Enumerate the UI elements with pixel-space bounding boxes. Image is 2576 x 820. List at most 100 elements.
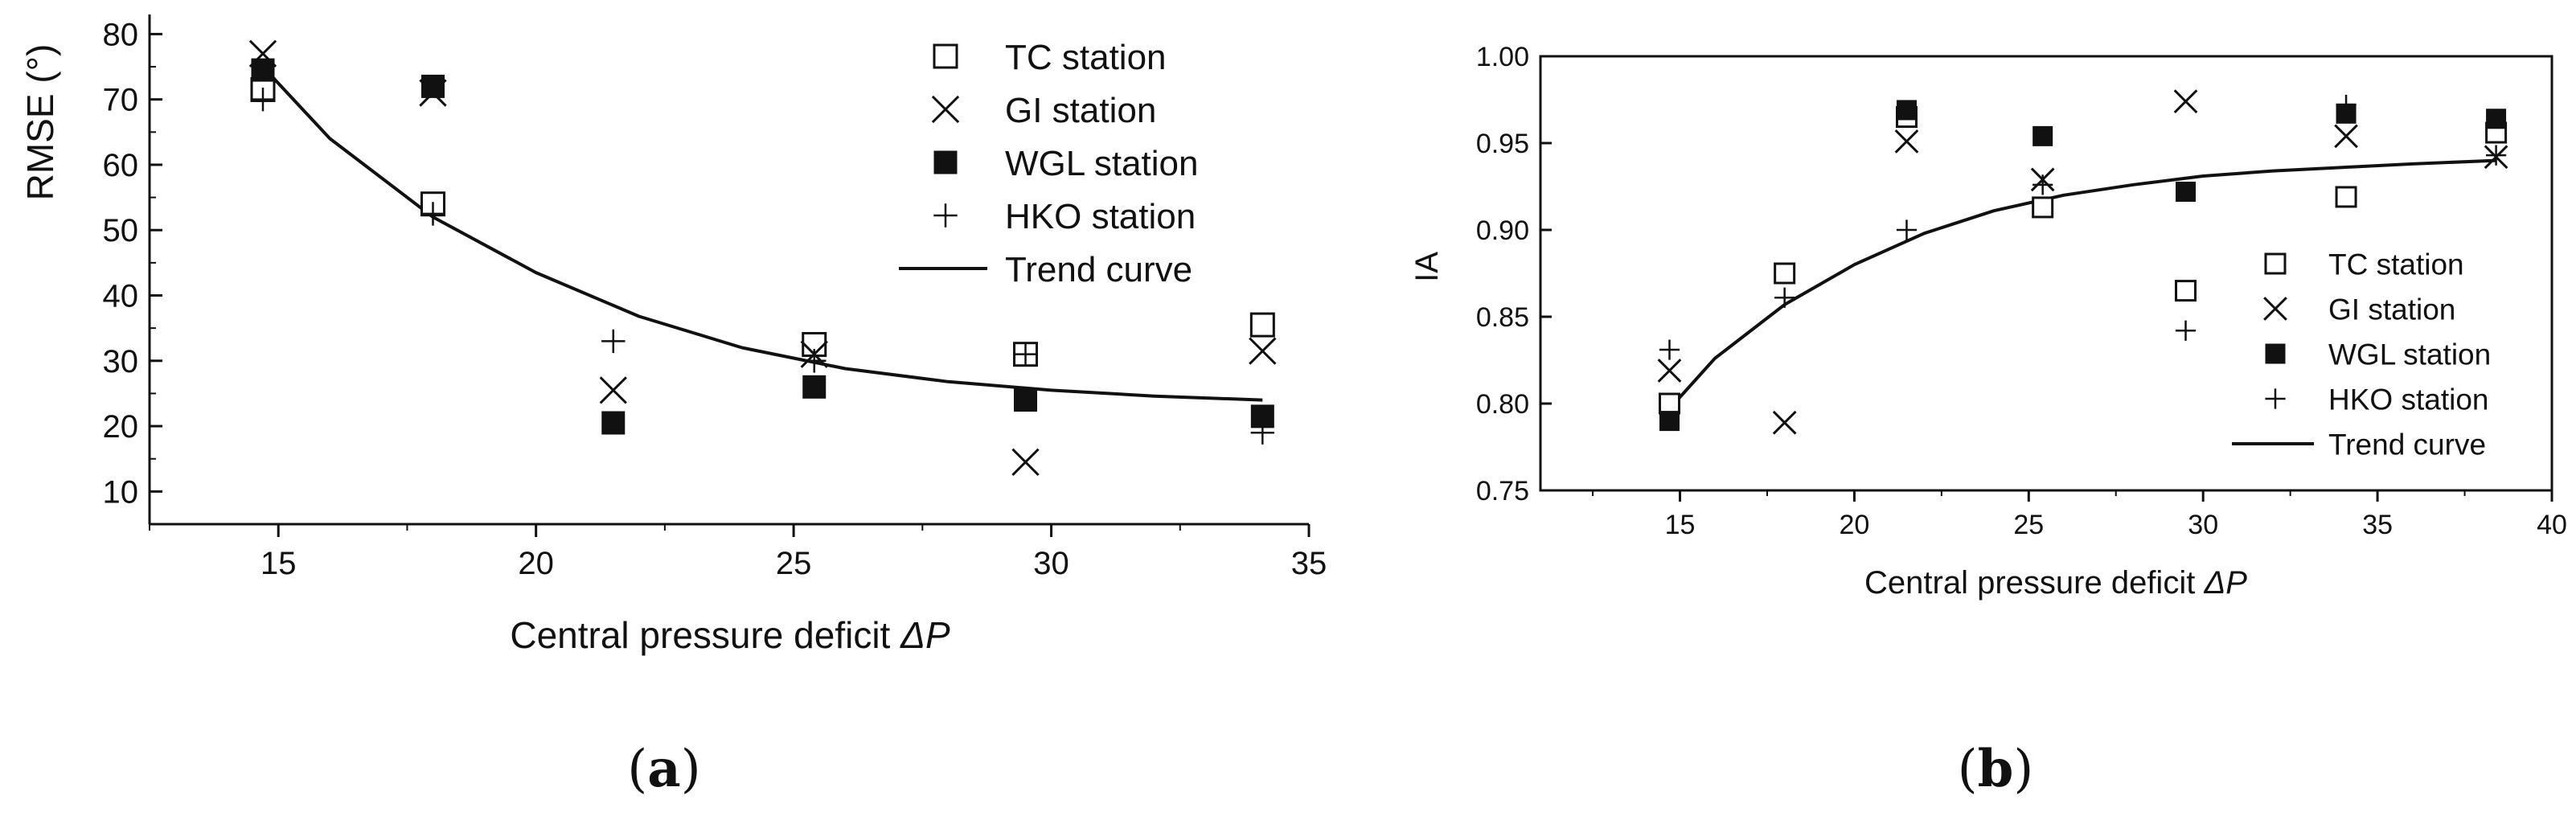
panel-a-caption-open: ( [627,740,647,799]
panel-b-legend-marker-wgl [2265,343,2286,364]
panel-a-point-gi [1249,337,1277,365]
panel-a-point-gi-shape [1249,337,1277,365]
panel-a-caption-close: ) [681,740,701,799]
panel-a-point-hko [601,329,626,354]
panel-b-point-hko-shape [2336,94,2357,116]
panel-a-legend-label-gi: GI station [1005,91,1156,130]
panel-b-x-axis-label: Central pressure deficit ΔP [1864,565,2247,601]
panel-a-x-axis-label-main: Central pressure deficit [510,614,900,656]
panel-a-x-axis-label-symbol: ΔP [900,614,950,656]
panel-a-legend-marker-hko-shape [933,203,958,228]
panel-a-legend-marker-tc [933,43,958,69]
panel-a-point-hko [1013,342,1038,367]
panel-a-legend-item-hko: HKO station [933,197,1196,236]
panel-b-point-hko-shape [2032,174,2053,195]
panel-b-legend-marker-tc-shape [2264,252,2287,275]
panel-a-legend-item-tc: TC station [933,38,1167,77]
panel-a-point-gi [1011,448,1040,476]
panel-b-x-tick-label: 30 [2188,510,2218,540]
panel-a-legend-marker-hko [933,203,958,228]
panel-b-point-wgl-shape [2032,125,2053,146]
panel-a-legend-label-wgl: WGL station [1005,144,1198,183]
panel-b-point-wgl-shape [2486,109,2507,129]
panel-b-plot-frame [1539,55,2553,492]
panel-b-point-tc [2175,280,2197,302]
panel-b-legend-label-wgl: WGL station [2328,338,2491,371]
panel-b-point-wgl [2486,109,2507,129]
panel-a-trend-curve [261,65,1263,402]
panel-b-point-wgl [2176,181,2197,202]
panel-b-point-hko [2485,145,2507,166]
panel-a-point-hko [802,349,827,373]
panel-b-point-gi [1772,410,1797,435]
panel-a-legend: TC station GI station WGL station HKO stati… [899,38,1198,289]
panel-b-caption-close: ) [2013,740,2033,799]
panel-b-point-tc-shape [2032,196,2054,219]
panel-b-x-axis-label-symbol: ΔP [2203,565,2247,601]
panel-a-point-wgl-shape [251,58,275,82]
panel-a-legend-marker-gi [931,95,960,124]
panel-a-point-wgl-shape [420,74,445,98]
panel-a-point-wgl [802,375,827,399]
panel-a-point-wgl-shape [1014,388,1038,412]
panel-b-point-hko [1659,339,1680,360]
panel-b-x-tick-label: 35 [2362,510,2393,540]
panel-b-legend-marker-hko [2265,388,2286,409]
panel-a-y-tick-label: 70 [103,83,139,118]
panel-b-point-tc [1774,262,1796,285]
panel-a-y-tick-label: 80 [103,17,139,52]
panel-b-legend-item-wgl: WGL station [2265,338,2491,371]
panel-b: 0.75 0.80 0.85 0.90 0.95 1.00 15 20 25 30 35 40 TC … [1409,42,2567,799]
panel-a-x-axis-label: Central pressure deficit ΔP [510,614,950,656]
panel-a-legend-item-trend: Trend curve [899,250,1192,289]
panel-b-point-gi [1894,129,1919,154]
panel-a-point-hko-shape [1013,342,1038,367]
panel-a-point-hko-shape [1250,420,1275,445]
panel-a-point-hko [251,87,275,112]
panel-b-legend-marker-gi-shape [2263,297,2287,321]
panel-a-point-wgl-shape [802,375,827,399]
panel-b-legend-item-trend: Trend curve [2232,428,2486,461]
panel-a-y-axis-label: RMSE (°) [19,44,61,201]
panel-b-y-tick-label: 0.80 [1476,389,1529,420]
panel-a-y-tick-label: 20 [103,409,139,445]
panel-b-point-wgl-shape [2176,181,2197,202]
panel-b-point-hko-shape [1659,339,1680,360]
panel-b-point-gi [2173,89,2198,114]
panel-a-x-tick-label: 30 [1033,546,1069,581]
panel-a-legend-marker-wgl [933,150,958,174]
panel-b-legend-item-gi: GI station [2263,293,2455,326]
panel-a-legend-marker-gi-shape [931,95,960,124]
panel-a-point-wgl [1014,388,1038,412]
panel-a-x-tick-label: 35 [1291,546,1327,581]
panel-b-point-wgl-shape [1896,100,1917,121]
panel-b-point-hko [1896,219,1918,240]
panel-a-x-tick-label: 20 [518,546,554,581]
panel-b-x-tick-label: 20 [1839,510,1869,540]
panel-a-point-gi [599,376,627,404]
panel-b-y-tick-label: 1.00 [1476,42,1529,72]
panel-b-point-wgl [1659,411,1680,432]
panel-a-caption-letter: a [647,739,680,799]
panel-b-point-gi-shape [2334,124,2358,149]
panel-a-legend-marker-wgl-shape [933,150,958,174]
panel-b-point-tc [2335,186,2357,208]
panel-b-y-tick-label: 0.75 [1476,476,1529,506]
panel-a-point-gi-shape [1011,448,1040,476]
panel-b-point-tc-shape [1659,392,1681,415]
panel-b-point-wgl-shape [1659,411,1680,432]
panel-a-y-tick-label: 50 [103,213,139,248]
panel-a-x-tick-label: 25 [776,546,812,581]
panel-b-legend-item-tc: TC station [2264,248,2464,281]
panel-b-x-tick-label: 40 [2537,510,2567,540]
panel-a-point-hko-shape [420,202,445,226]
panel-a-point-tc [1249,312,1275,338]
panel-b-y-tick-label: 0.90 [1476,215,1529,246]
panel-b-trend-curve [1668,158,2496,410]
panel-b-point-hko [1774,287,1795,308]
panel-b-legend-item-hko: HKO station [2265,383,2488,416]
panel-a-y-tick-label: 40 [103,279,139,314]
panel-b-point-gi-shape [1657,359,1682,383]
panel-b-point-gi-shape [1894,129,1919,154]
